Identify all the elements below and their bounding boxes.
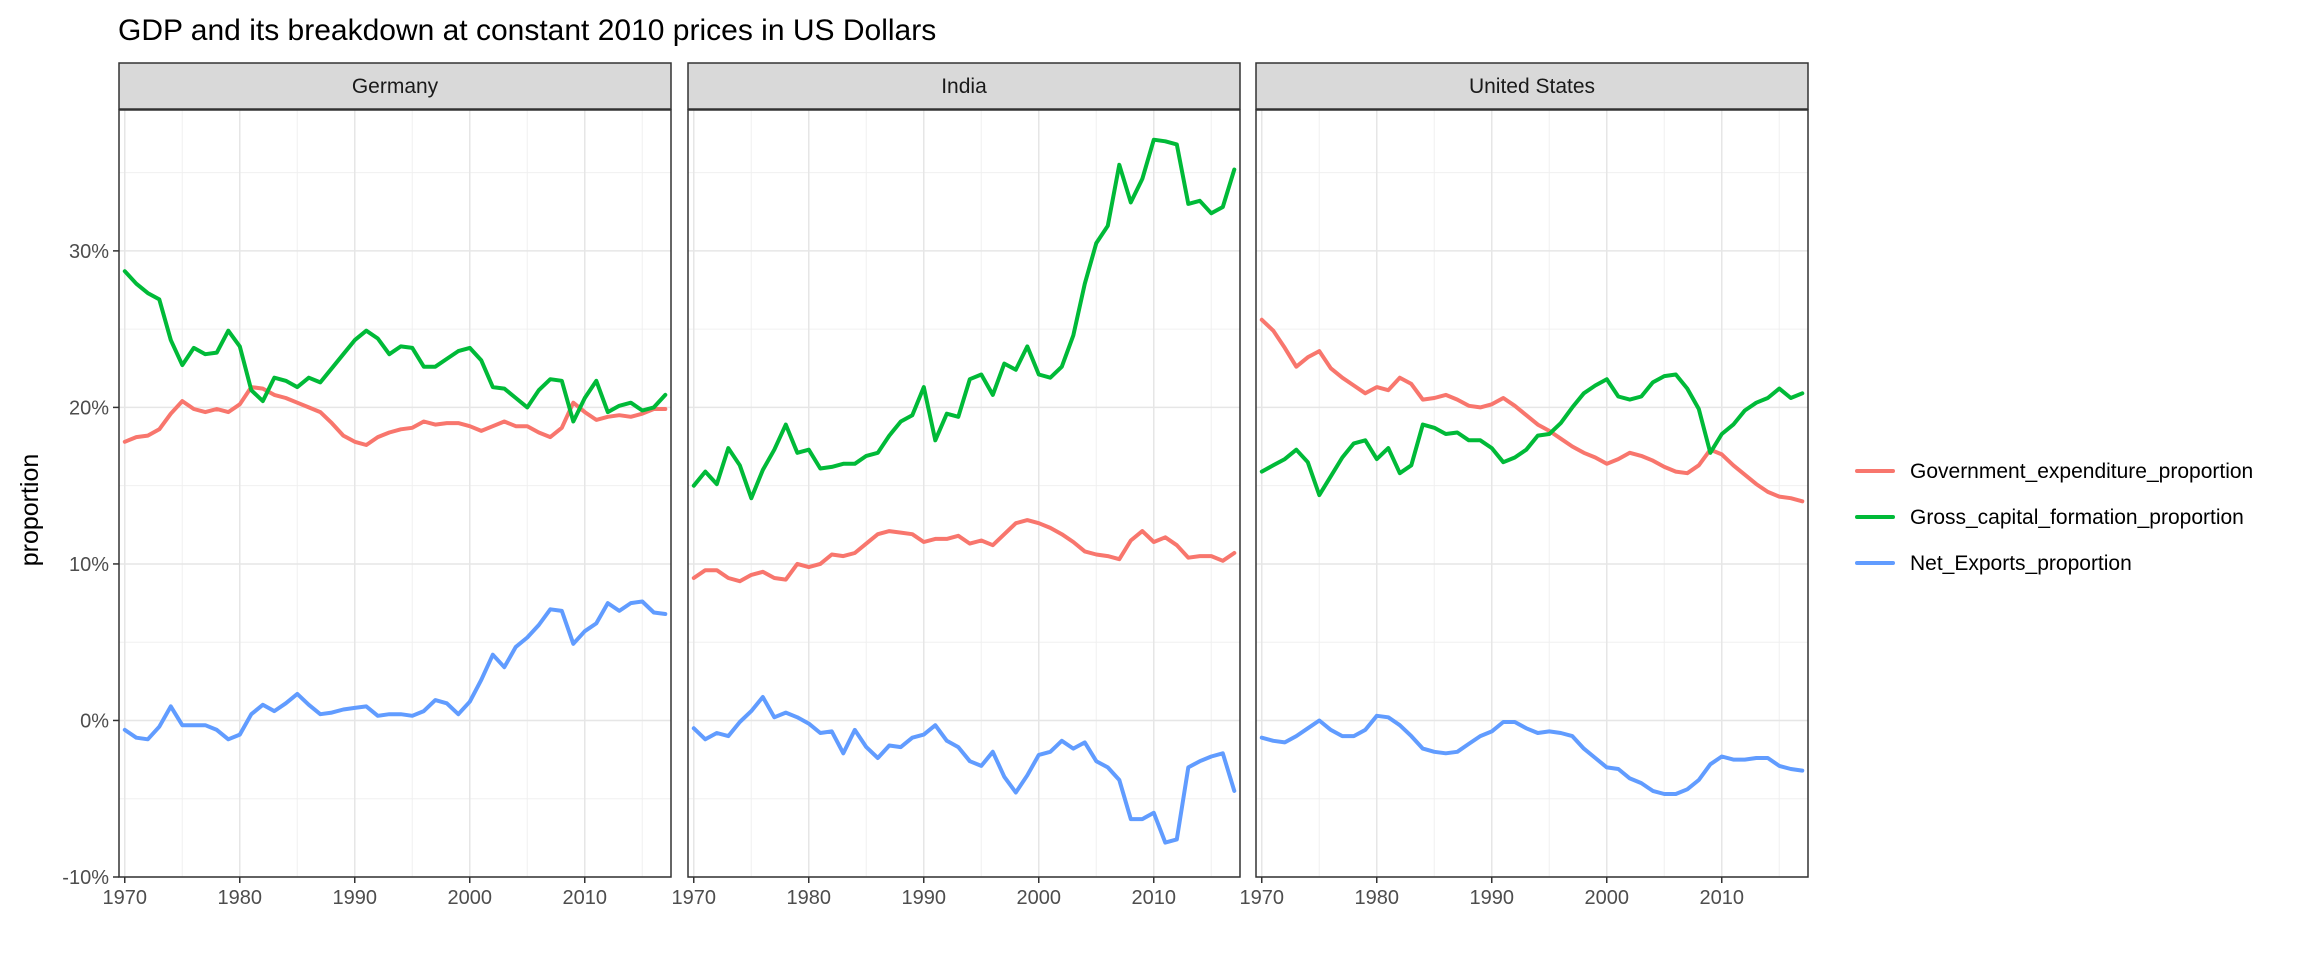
legend: Government_expenditure_proportion Gross_c… (1855, 460, 2253, 575)
facet-strip-label: Germany (352, 75, 439, 98)
series-line-gcf (122, 269, 668, 424)
x-tick-label: 2000 (1585, 887, 1630, 909)
y-tick-label: 30% (69, 241, 109, 263)
series-line-nx (691, 695, 1237, 845)
x-tick-label: 1970 (1240, 887, 1285, 909)
x-tick-label: 2010 (1700, 887, 1745, 909)
panel-border (687, 109, 1241, 878)
x-tick-label: 2010 (1132, 887, 1177, 909)
x-tick-label: 2000 (1017, 887, 1062, 909)
x-tick-label: 2010 (563, 887, 608, 909)
facet-panel: Germany 1970 1980 1990 2000 2010 -10% 0% 10% 20% 3… (62, 62, 672, 909)
y-tick-label: -10% (62, 867, 109, 889)
facet-strip-label: India (941, 75, 987, 98)
facet-panels: Germany 1970 1980 1990 2000 2010 -10% 0% 10% 20% 3… (62, 62, 1809, 909)
series-line-nx (1259, 713, 1805, 796)
x-tick-label: 1980 (1355, 887, 1400, 909)
x-tick-label: 1970 (672, 887, 717, 909)
facet-panel: United States 1970 1980 1990 2000 2010 (1240, 62, 1809, 909)
series-line-gov (122, 385, 668, 447)
x-tick-label: 1980 (218, 887, 263, 909)
facet-strip (687, 62, 1241, 110)
chart-title: GDP and its breakdown at constant 2010 p… (118, 14, 936, 47)
x-tick-label: 1990 (333, 887, 378, 909)
series-line-nx (122, 599, 668, 742)
legend-label: Net_Exports_proportion (1910, 552, 2132, 575)
series-line-gcf (1259, 372, 1805, 498)
y-tick-label: 0% (80, 710, 109, 732)
facet-strip-label: United States (1469, 75, 1595, 98)
legend-label: Gross_capital_formation_proportion (1910, 506, 2244, 529)
y-tick-label: 10% (69, 554, 109, 576)
legend-label: Government_expenditure_proportion (1910, 460, 2253, 483)
x-tick-label: 1990 (1470, 887, 1515, 909)
x-tick-label: 1970 (103, 887, 148, 909)
y-tick-label: 20% (69, 397, 109, 419)
series-line-gov (691, 518, 1237, 584)
y-axis-title: proportion (16, 454, 44, 567)
series-line-gcf (691, 137, 1237, 501)
x-tick-label: 2000 (448, 887, 493, 909)
x-tick-label: 1990 (902, 887, 947, 909)
facet-strip (118, 62, 672, 110)
facet-strip (1255, 62, 1809, 110)
facet-panel: India 1970 1980 1990 2000 2010 (672, 62, 1241, 909)
panel-border (118, 109, 672, 878)
x-tick-label: 1980 (787, 887, 832, 909)
panel-border (1255, 109, 1809, 878)
